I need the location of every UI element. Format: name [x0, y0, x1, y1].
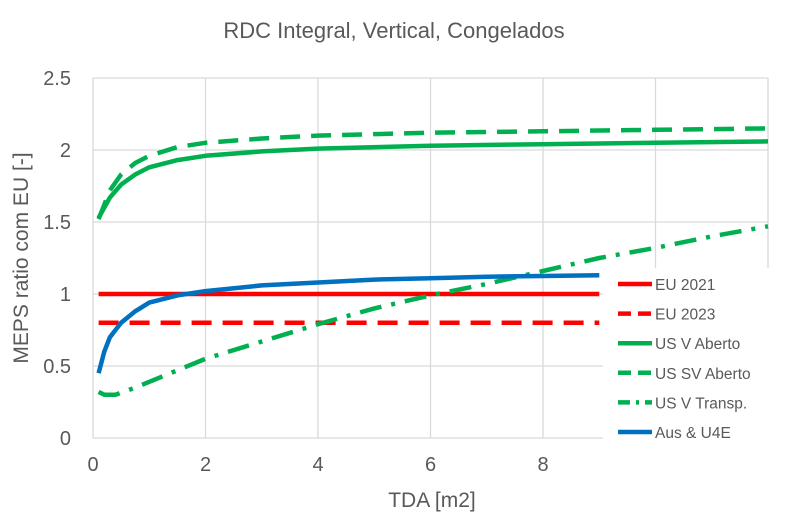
- legend-label-0: EU 2021: [655, 277, 715, 294]
- y-tick-label: 2: [60, 140, 71, 162]
- x-tick-label: 4: [312, 454, 323, 476]
- legend-background: [603, 268, 788, 478]
- legend-label-2: US V Aberto: [655, 336, 740, 353]
- y-tick-label: 0.5: [43, 356, 71, 378]
- x-tick-label: 0: [87, 454, 98, 476]
- series-line-3: [96, 126, 769, 220]
- legend-label-3: US SV Aberto: [655, 366, 751, 383]
- legend-label-5: Aus & U4E: [655, 425, 731, 442]
- x-tick-label: 2: [200, 454, 211, 476]
- y-axis-label: MEPS ratio com EU [-]: [10, 152, 33, 363]
- legend: EU 2021 EU 2023 US V Aberto US SV Aberto US …: [603, 268, 788, 478]
- chart-title: RDC Integral, Vertical, Congelados: [223, 18, 564, 43]
- y-tick-label: 0: [60, 428, 71, 450]
- y-tick-label: 1: [60, 284, 71, 306]
- legend-label-4: US V Transp.: [655, 395, 747, 412]
- legend-label-1: EU 2023: [655, 307, 715, 324]
- y-tick-label: 2.5: [43, 68, 71, 90]
- x-tick-label: 8: [537, 454, 548, 476]
- series-line-5: [96, 273, 600, 374]
- series-line-2: [96, 139, 769, 219]
- x-axis-label: TDA [m2]: [388, 489, 476, 512]
- x-tick-label: 6: [425, 454, 436, 476]
- series-layer: [96, 126, 769, 398]
- y-tick-label: 1.5: [43, 212, 71, 234]
